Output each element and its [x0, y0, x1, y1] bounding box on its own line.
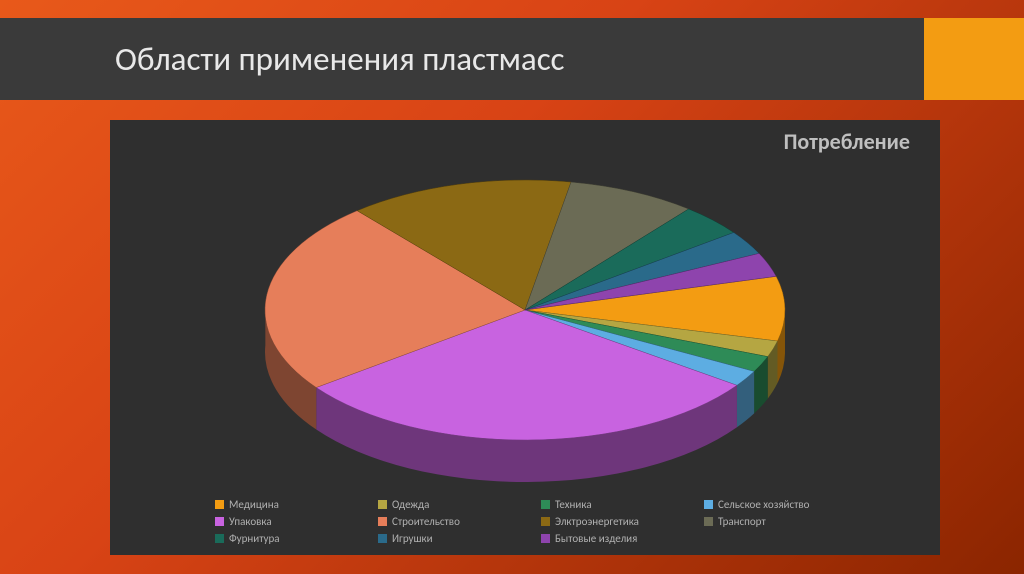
legend-label: Игрушки	[392, 532, 433, 545]
legend-label: Техника	[555, 498, 592, 511]
legend-item: Одежда	[378, 498, 533, 511]
legend-item: Упаковка	[215, 515, 370, 528]
legend-label: Упаковка	[229, 515, 272, 528]
legend-label: Бытовые изделия	[555, 532, 637, 545]
legend-label: Элктроэнергетика	[555, 515, 639, 528]
legend-item: Игрушки	[378, 532, 533, 545]
legend-swatch	[215, 534, 224, 543]
title-band: Области применения пластмасс	[0, 18, 1024, 100]
legend-label: Медицина	[229, 498, 279, 511]
pie-tops	[265, 180, 785, 440]
legend-swatch	[378, 500, 387, 509]
legend-swatch	[541, 517, 550, 526]
legend-label: Одежда	[392, 498, 429, 511]
legend-item: Техника	[541, 498, 696, 511]
accent-block	[924, 18, 1024, 100]
legend-label: Строительство	[392, 515, 460, 528]
slide: Области применения пластмасс Потребление…	[0, 0, 1024, 574]
legend-swatch	[215, 500, 224, 509]
legend-swatch	[704, 517, 713, 526]
legend-item: Медицина	[215, 498, 370, 511]
legend-item: Бытовые изделия	[541, 532, 696, 545]
legend-swatch	[378, 534, 387, 543]
slide-title: Области применения пластмасс	[115, 39, 564, 79]
chart-panel: Потребление Медицина Одежда Техника Сельско…	[110, 120, 940, 555]
legend-item: Сельское хозяйство	[704, 498, 859, 511]
legend-label: Сельское хозяйство	[718, 498, 809, 511]
legend-swatch	[378, 517, 387, 526]
legend-swatch	[541, 534, 550, 543]
legend-item: Элктроэнергетика	[541, 515, 696, 528]
legend-swatch	[215, 517, 224, 526]
legend-label: Транспорт	[718, 515, 766, 528]
legend-label: Фурнитура	[229, 532, 280, 545]
chart-title: Потребление	[784, 128, 910, 155]
legend-swatch	[704, 500, 713, 509]
legend-item: Строительство	[378, 515, 533, 528]
legend-item: Фурнитура	[215, 532, 370, 545]
pie-chart	[245, 160, 805, 490]
legend-item: Транспорт	[704, 515, 859, 528]
legend-swatch	[541, 500, 550, 509]
legend: Медицина Одежда Техника Сельское хозяйство У…	[215, 498, 859, 545]
